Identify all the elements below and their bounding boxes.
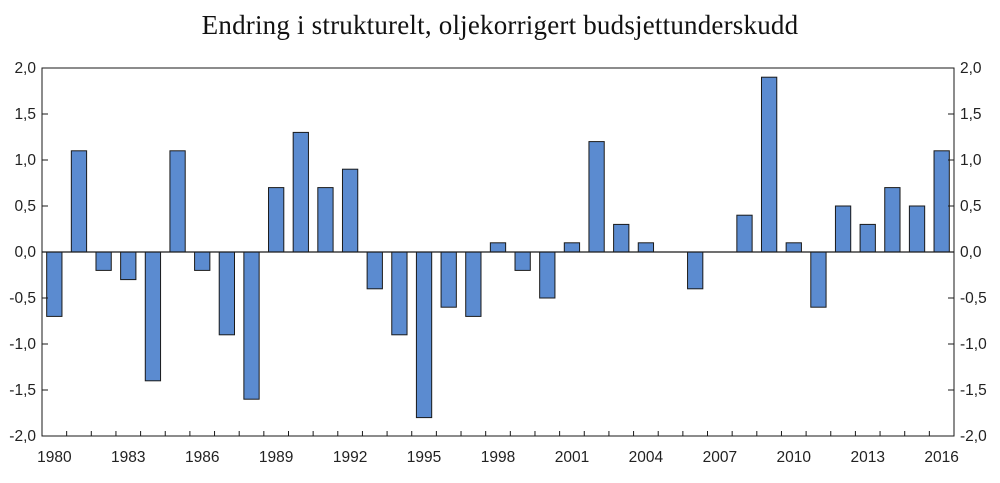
x-tick-label-2007: 2007 <box>703 449 737 466</box>
bar-2006 <box>687 251 704 290</box>
bar-2003 <box>613 223 630 253</box>
bar-1995 <box>415 251 433 419</box>
bar-2001 <box>563 242 581 253</box>
bar-2000 <box>539 251 556 299</box>
y-tick-label-left: 0,5 <box>14 198 36 215</box>
bar-1994 <box>391 251 408 336</box>
x-tick-label-1989: 1989 <box>259 449 293 466</box>
bar-2014 <box>884 187 901 253</box>
bar-2011 <box>810 251 827 308</box>
bar-1985 <box>169 150 186 253</box>
x-tick-label-1998: 1998 <box>481 449 515 466</box>
bar-2002 <box>588 141 605 253</box>
bar-1991 <box>317 187 334 253</box>
bar-1987 <box>218 251 236 336</box>
bar-2004 <box>637 242 655 253</box>
bar-1989 <box>268 187 285 253</box>
labels-layer: 2,0 2,0 1,5 1,5 1,0 1,0 0,5 0,5 0,0 0,0 -0,5 -0,5 -1… <box>9 60 987 466</box>
y-tick-label-right: -1,0 <box>960 336 987 353</box>
x-tick-label-2010: 2010 <box>777 449 812 466</box>
bar-1980 <box>46 251 63 317</box>
bar-1981 <box>70 150 88 253</box>
bar-1984 <box>144 251 162 382</box>
x-tick-label-2001: 2001 <box>555 449 589 466</box>
bar-1999 <box>514 251 531 271</box>
bar-1992 <box>341 168 359 253</box>
x-tick-label-2013: 2013 <box>850 449 884 466</box>
y-tick-label-right: 0,0 <box>960 244 982 261</box>
y-tick-label-left: 1,5 <box>14 106 36 123</box>
y-tick-label-right: -0,5 <box>960 290 987 307</box>
bar-1988 <box>243 251 260 400</box>
bar-2008 <box>736 214 753 253</box>
bar-1998 <box>489 242 507 253</box>
y-tick-label-right: -2,0 <box>960 428 987 445</box>
bar-2016 <box>933 150 950 253</box>
x-tick-label-1992: 1992 <box>333 449 367 466</box>
x-tick-label-1980: 1980 <box>37 449 72 466</box>
x-tick-label-1986: 1986 <box>185 449 219 466</box>
axes-layer <box>41 67 955 437</box>
y-tick-label-right: 1,0 <box>960 152 982 169</box>
bar-2010 <box>785 242 802 253</box>
x-tick-label-2004: 2004 <box>629 449 664 466</box>
bar-1983 <box>120 251 137 281</box>
bar-1993 <box>366 251 383 290</box>
bar-1982 <box>95 251 112 271</box>
x-tick-label-1983: 1983 <box>111 449 145 466</box>
bar-1996 <box>440 251 457 308</box>
bar-1997 <box>465 251 482 317</box>
bar-2009 <box>760 76 778 253</box>
y-tick-label-left: -1,5 <box>9 382 36 399</box>
x-tick-label-2016: 2016 <box>924 449 958 466</box>
bar-2013 <box>859 223 876 253</box>
y-tick-label-left: 2,0 <box>14 60 36 77</box>
y-tick-label-left: 1,0 <box>14 152 36 169</box>
bars-layer <box>46 76 950 419</box>
bar-1990 <box>292 131 309 253</box>
y-tick-label-right: 2,0 <box>960 60 982 77</box>
y-tick-label-left: -1,0 <box>9 336 36 353</box>
bar-2015 <box>908 205 926 253</box>
y-tick-label-left: 0,0 <box>14 244 36 261</box>
bar-1986 <box>194 251 211 271</box>
chart-title: Endring i strukturelt, oljekorrigert bud… <box>201 10 799 40</box>
bar-2012 <box>834 205 852 253</box>
y-tick-label-right: 0,5 <box>960 198 982 215</box>
y-tick-label-right: 1,5 <box>960 106 982 123</box>
y-tick-label-left: -0,5 <box>9 290 36 307</box>
y-tick-label-left: -2,0 <box>9 428 36 445</box>
y-tick-label-right: -1,5 <box>960 382 987 399</box>
x-tick-label-1995: 1995 <box>407 449 441 466</box>
